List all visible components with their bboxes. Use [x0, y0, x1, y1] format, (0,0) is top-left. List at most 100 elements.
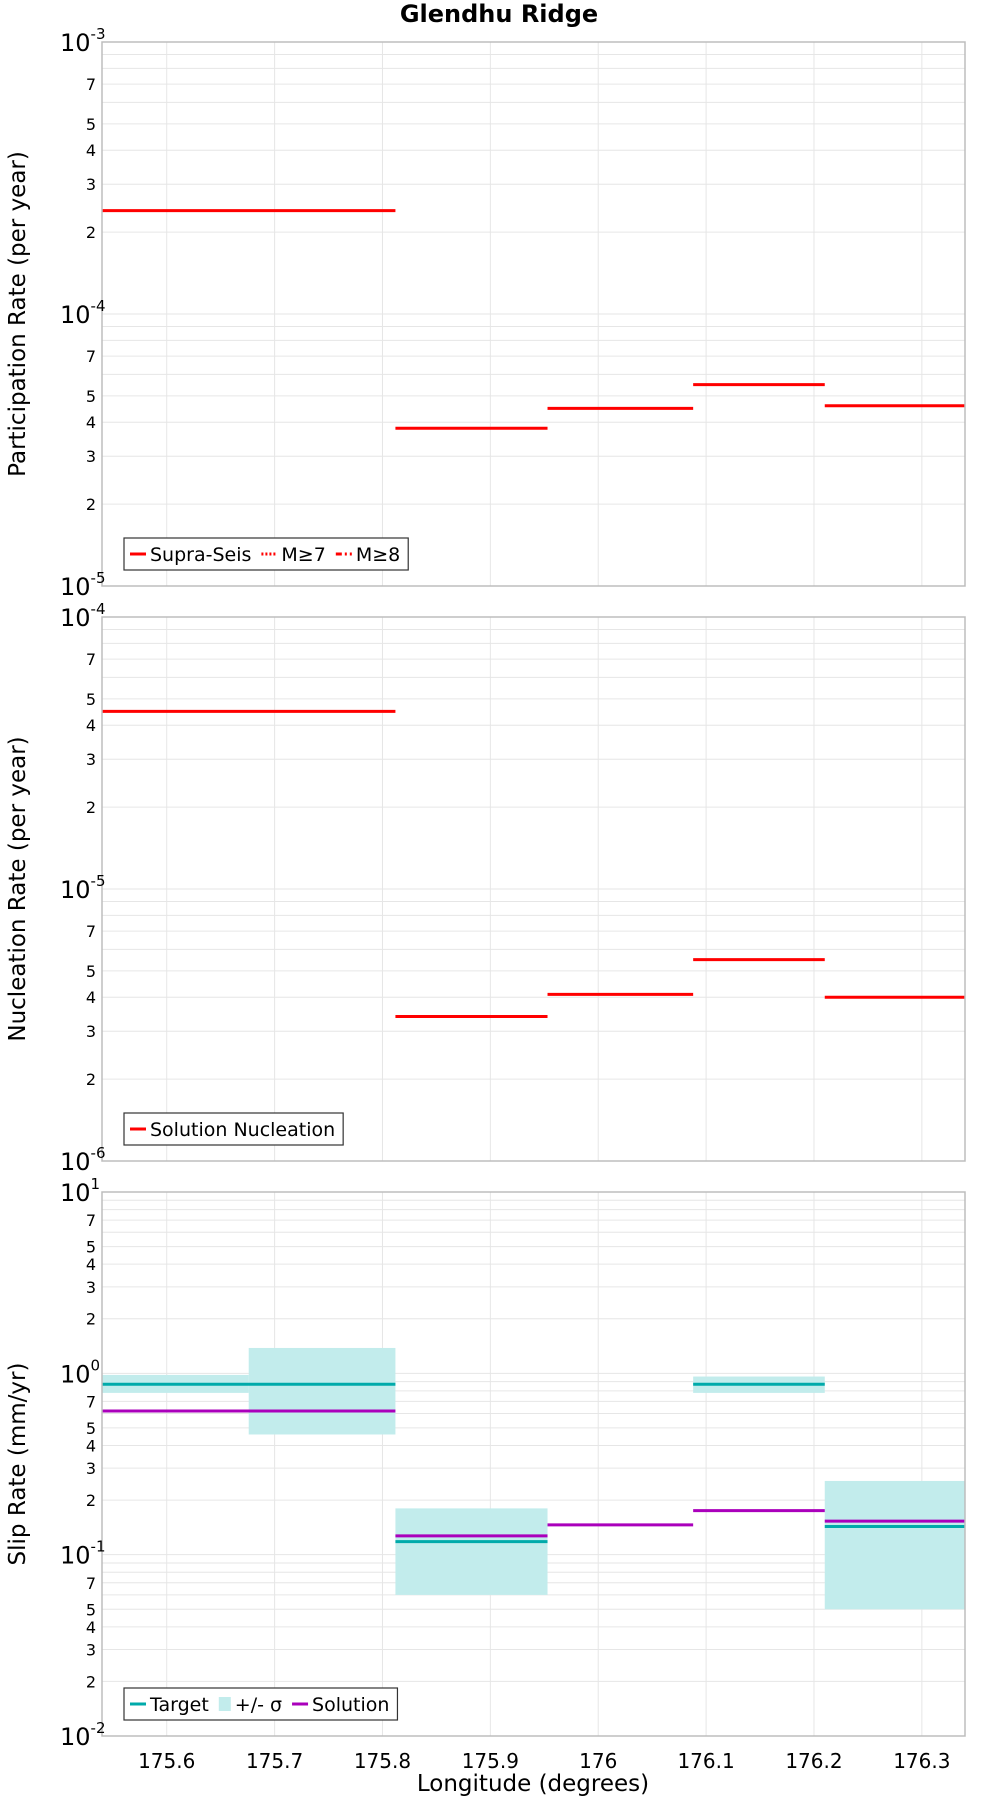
- y-tick-exponent: -5: [91, 872, 106, 890]
- y-tick-minor: 7: [86, 347, 96, 366]
- legend-swatch: [218, 1697, 231, 1711]
- y-tick-major: 101: [60, 1175, 100, 1207]
- y-tick-minor: 4: [86, 716, 96, 735]
- y-tick-minor: 4: [86, 1618, 96, 1637]
- y-tick-minor: 2: [86, 1070, 96, 1089]
- grid: [102, 1192, 965, 1737]
- y-tick-exponent: 0: [91, 1356, 101, 1374]
- grid: [102, 42, 965, 587]
- legend-label: Supra-Seis: [150, 544, 251, 566]
- y-tick-minor: 4: [86, 413, 96, 432]
- y-tick-major: 10-4: [60, 297, 106, 329]
- legend: Solution Nucleation: [123, 1112, 344, 1146]
- y-tick-major: 10-6: [60, 1144, 106, 1176]
- plot-frame: [101, 41, 966, 587]
- y-tick-minor: 2: [86, 1491, 96, 1510]
- y-tick-exponent: -5: [91, 569, 106, 587]
- y-tick-minor: 3: [86, 1640, 96, 1659]
- x-tick-label: 176: [579, 1749, 617, 1773]
- y-tick-minor: 4: [86, 988, 96, 1007]
- y-tick-minor: 5: [86, 1600, 96, 1619]
- y-tick-major: 10-2: [60, 1719, 106, 1751]
- y-tick-minor: 7: [86, 1392, 96, 1411]
- chart-title: Glendhu Ridge: [400, 0, 598, 28]
- y-tick-minor: 2: [86, 495, 96, 514]
- y-tick-exponent: -6: [91, 1144, 106, 1162]
- y-tick-minor: 5: [86, 387, 96, 406]
- x-tick-label: 175.9: [462, 1749, 519, 1773]
- x-tick-label: 176.1: [677, 1749, 734, 1773]
- y-tick-minor: 4: [86, 141, 96, 160]
- y-tick-minor: 5: [86, 1419, 96, 1438]
- x-tick-label: 176.2: [785, 1749, 842, 1773]
- y-tick-minor: 4: [86, 1255, 96, 1274]
- y-tick-exponent: -4: [91, 297, 106, 315]
- y-tick-minor: 7: [86, 650, 96, 669]
- y-tick-labels: 10-6 2 3 4 5 7 10-5 2 3 4 5 7 10-4: [60, 600, 106, 1176]
- legend: Supra-Seis M≥7 M≥8: [123, 537, 409, 571]
- y-tick-major: 10-5: [60, 872, 106, 904]
- panel-1: 10-5 2 3 4 5 7 10-4 2 3 4 5 7 10-3 Participation Rate…: [5, 25, 966, 601]
- plot-frame: [101, 616, 966, 1162]
- x-tick-label: 175.7: [246, 1749, 303, 1773]
- sigma-band: [824, 1480, 965, 1610]
- y-tick-minor: 5: [86, 1238, 96, 1257]
- legend-label: M≥8: [356, 544, 400, 566]
- panel-2: 10-6 2 3 4 5 7 10-5 2 3 4 5 7 10-4 Nucleation Rate (p…: [5, 600, 966, 1176]
- y-tick-minor: 4: [86, 1436, 96, 1455]
- y-tick-minor: 3: [86, 447, 96, 466]
- y-tick-major: 10-1: [60, 1538, 106, 1570]
- y-tick-minor: 5: [86, 962, 96, 981]
- plot-area: [102, 1347, 965, 1610]
- y-tick-exponent: 1: [91, 1175, 101, 1193]
- y-tick-minor: 5: [86, 115, 96, 134]
- x-tick-label: 176.3: [893, 1749, 950, 1773]
- y-tick-minor: 5: [86, 690, 96, 709]
- x-axis-label: Longitude (degrees): [417, 1771, 649, 1797]
- sigma-band: [248, 1347, 396, 1435]
- y-tick-major: 10-5: [60, 569, 106, 601]
- y-tick-exponent: -3: [91, 25, 106, 43]
- legend-box: [123, 1112, 344, 1146]
- y-tick-minor: 7: [86, 75, 96, 94]
- y-axis-label: Nucleation Rate (per year): [5, 736, 31, 1041]
- y-axis-label: Participation Rate (per year): [5, 151, 31, 477]
- sigma-band: [395, 1508, 548, 1595]
- y-tick-minor: 7: [86, 922, 96, 941]
- y-tick-minor: 2: [86, 223, 96, 242]
- legend-label: Solution: [312, 1694, 389, 1716]
- y-tick-labels: 10-5 2 3 4 5 7 10-4 2 3 4 5 7 10-3: [60, 25, 106, 601]
- y-tick-exponent: -1: [91, 1538, 106, 1556]
- y-tick-minor: 3: [86, 1022, 96, 1041]
- y-tick-minor: 2: [86, 1672, 96, 1691]
- legend-box: [123, 1687, 399, 1721]
- y-tick-major: 10-4: [60, 600, 106, 632]
- plot-area: [102, 709, 965, 1018]
- y-tick-minor: 7: [86, 1211, 96, 1230]
- y-tick-minor: 3: [86, 1278, 96, 1297]
- y-tick-minor: 2: [86, 798, 96, 817]
- x-tick-label: 175.6: [138, 1749, 195, 1773]
- y-tick-minor: 3: [86, 750, 96, 769]
- y-tick-major: 10-3: [60, 25, 106, 57]
- y-tick-exponent: -2: [91, 1719, 106, 1737]
- y-tick-minor: 3: [86, 175, 96, 194]
- x-tick-labels: 175.6 175.7 175.8 175.9 176 176.1 176.2 176.3: [138, 1749, 950, 1773]
- y-tick-exponent: -4: [91, 600, 106, 618]
- y-tick-minor: 2: [86, 1310, 96, 1329]
- y-axis-label: Slip Rate (mm/yr): [5, 1363, 31, 1566]
- plot-frame: [101, 1191, 966, 1737]
- plot-area: [102, 209, 965, 430]
- legend-label: M≥7: [281, 544, 325, 566]
- legend-label: Target: [149, 1694, 209, 1716]
- y-tick-major: 100: [60, 1356, 100, 1388]
- grid: [102, 617, 965, 1162]
- y-tick-minor: 3: [86, 1459, 96, 1478]
- legend-label: Solution Nucleation: [150, 1119, 335, 1141]
- y-tick-minor: 7: [86, 1574, 96, 1593]
- x-tick-label: 175.8: [354, 1749, 411, 1773]
